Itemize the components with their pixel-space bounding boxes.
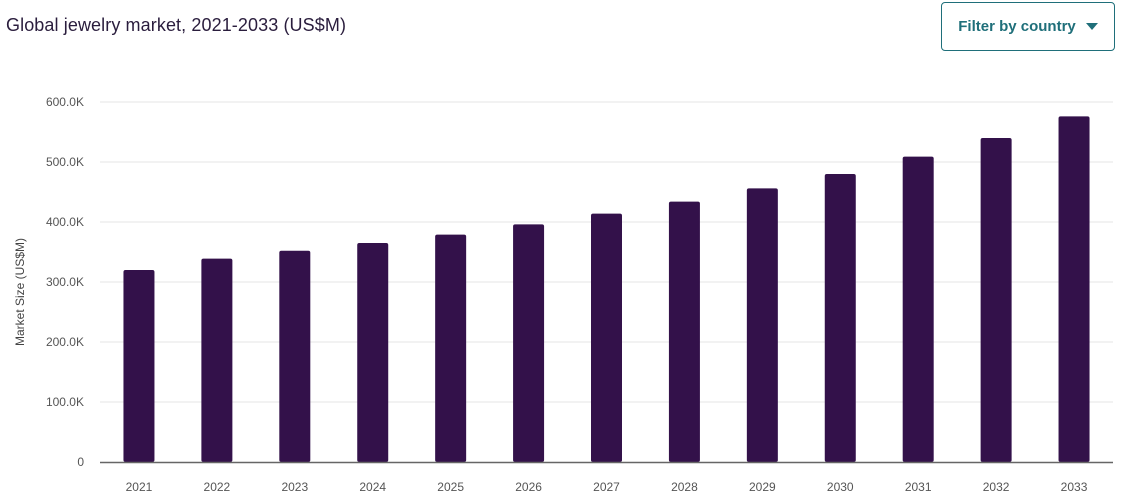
y-axis-title: Market Size (US$M) [13, 238, 27, 346]
y-tick-label: 200.0K [46, 335, 84, 349]
caret-down-icon [1085, 23, 1098, 30]
y-tick-label: 400.0K [46, 215, 84, 229]
x-tick-label: 2021 [126, 480, 153, 494]
bar-2032[interactable] [980, 138, 1012, 462]
bar-2028[interactable] [668, 201, 700, 462]
x-tick-label: 2027 [593, 480, 620, 494]
filter-button-label: Filter by country [958, 18, 1076, 35]
bar-2029[interactable] [746, 188, 778, 462]
bar-2031[interactable] [902, 156, 934, 462]
y-tick-label: 600.0K [46, 95, 84, 109]
bar-2033[interactable] [1058, 116, 1090, 463]
bar-2021[interactable] [123, 270, 155, 462]
x-tick-label: 2023 [281, 480, 308, 494]
bar-2025[interactable] [435, 234, 467, 462]
bar-2030[interactable] [824, 174, 856, 462]
x-tick-label: 2031 [905, 480, 932, 494]
bars [123, 116, 1090, 463]
x-axis-ticks: 2021 2022 2023 2024 2025 2026 2027 2028 2029 2030… [126, 480, 1088, 494]
bar-2022[interactable] [201, 258, 233, 462]
bar-2024[interactable] [357, 243, 389, 462]
filter-by-country-button[interactable]: Filter by country [941, 2, 1115, 51]
x-tick-label: 2026 [515, 480, 542, 494]
x-tick-label: 2028 [671, 480, 698, 494]
y-tick-label: 0 [77, 455, 84, 469]
x-tick-label: 2032 [983, 480, 1010, 494]
x-tick-label: 2022 [204, 480, 231, 494]
y-axis-ticks: 0 100.0K 200.0K 300.0K 400.0K 500.0K 600.0K [46, 95, 84, 469]
x-tick-label: 2024 [359, 480, 386, 494]
x-tick-label: 2033 [1061, 480, 1088, 494]
y-tick-label: 500.0K [46, 155, 84, 169]
bar-2027[interactable] [591, 213, 622, 462]
x-tick-label: 2025 [437, 480, 464, 494]
y-tick-label: 300.0K [46, 275, 84, 289]
x-tick-label: 2029 [749, 480, 776, 494]
x-tick-label: 2030 [827, 480, 854, 494]
chart-title: Global jewelry market, 2021-2033 (US$M) [6, 15, 347, 35]
bar-2023[interactable] [279, 250, 311, 462]
bar-2026[interactable] [513, 224, 545, 462]
y-tick-label: 100.0K [46, 395, 84, 409]
